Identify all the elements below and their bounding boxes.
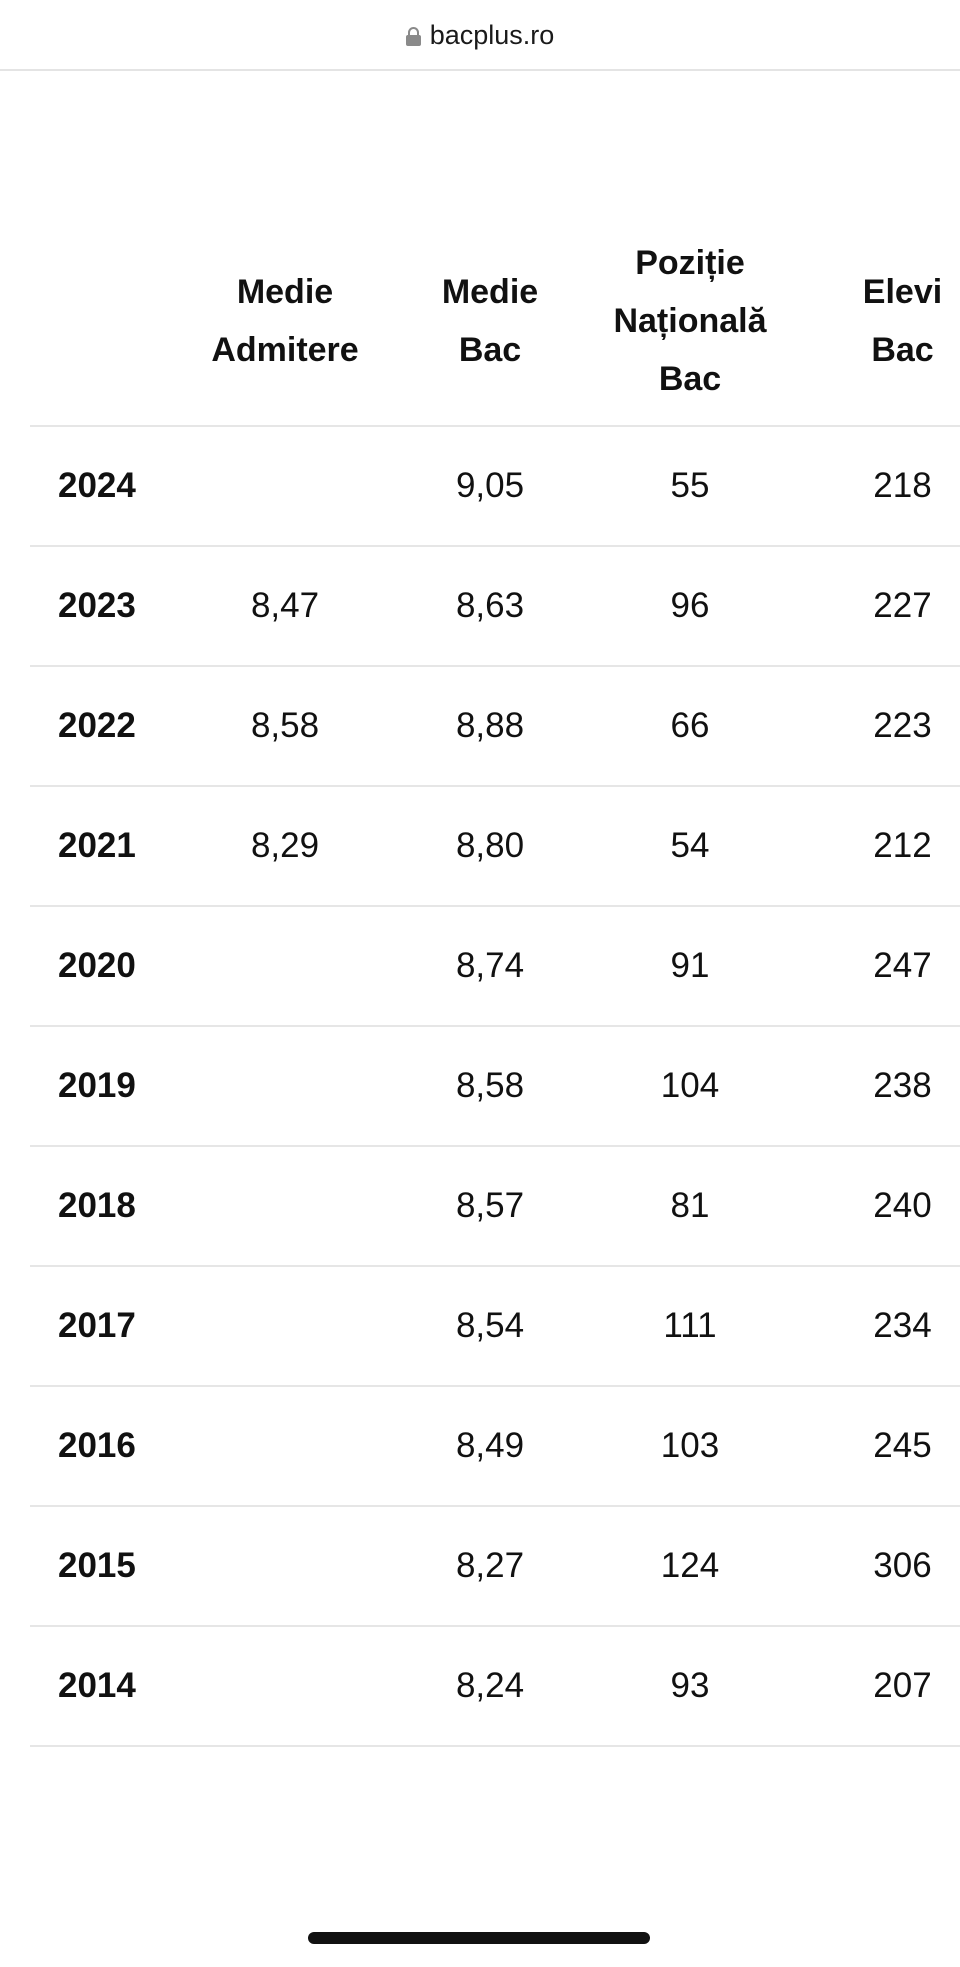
lock-icon: [405, 27, 421, 46]
table-row: 2022 8,58 8,88 66 223: [30, 667, 960, 787]
cell-elevi-bac: 212: [873, 826, 932, 865]
cell-medie-bac: 8,63: [455, 586, 525, 625]
cell-pozitie-nationala: 96: [670, 586, 710, 625]
table-body: 2024 9,05 55 218 2023 8,47 8,63 96 227 2022 8,58 8,…: [30, 427, 960, 1747]
cell-medie-bac: 8,24: [455, 1666, 525, 1705]
cell-medie-bac: 8,54: [455, 1306, 525, 1345]
cell-medie-admitere: [200, 1387, 370, 1505]
cell-elevi-bac: 218: [873, 466, 932, 505]
cell-medie-bac: 8,58: [455, 1066, 525, 1105]
cell-medie-admitere: [200, 1147, 370, 1265]
cell-elevi-bac: 245: [873, 1426, 932, 1465]
cell-medie-bac: 8,88: [455, 706, 525, 745]
cell-pozitie-nationala: 124: [660, 1546, 720, 1585]
table-row: 2016 8,49 103 245: [30, 1387, 960, 1507]
cell-year: 2015: [58, 1546, 136, 1585]
table-row: 2019 8,58 104 238: [30, 1027, 960, 1147]
cell-elevi-bac: 223: [873, 706, 932, 745]
table-header-row: Medie Admitere Medie Bac Poziție Naționa…: [30, 218, 960, 427]
cell-year: 2014: [58, 1666, 136, 1705]
cell-medie-bac: 8,57: [455, 1186, 525, 1225]
table-row: 2021 8,29 8,80 54 212: [30, 787, 960, 907]
cell-elevi-bac: 238: [873, 1066, 932, 1105]
header-elevi-bac: Elevi Bac: [862, 272, 943, 369]
cell-elevi-bac: 240: [873, 1186, 932, 1225]
cell-medie-bac: 8,49: [455, 1426, 525, 1465]
cell-medie-bac: 9,05: [455, 466, 525, 505]
cell-pozitie-nationala: 54: [670, 826, 710, 865]
table-row: 2020 8,74 91 247: [30, 907, 960, 1027]
cell-pozitie-nationala: 66: [670, 706, 710, 745]
cell-medie-admitere: [200, 427, 370, 545]
cell-year: 2022: [58, 706, 136, 745]
cell-elevi-bac: 234: [873, 1306, 932, 1345]
cell-year: 2018: [58, 1186, 136, 1225]
cell-elevi-bac: 247: [873, 946, 932, 985]
results-table: Medie Admitere Medie Bac Poziție Naționa…: [30, 218, 960, 1747]
cell-pozitie-nationala: 93: [670, 1666, 710, 1705]
cell-pozitie-nationala: 91: [670, 946, 710, 985]
cell-pozitie-nationala: 103: [660, 1426, 720, 1465]
url-text: bacplus.ro: [429, 20, 555, 50]
table-row: 2014 8,24 93 207: [30, 1627, 960, 1747]
cell-medie-admitere: [200, 1507, 370, 1625]
cell-elevi-bac: 207: [873, 1666, 932, 1705]
cell-year: 2024: [58, 466, 136, 505]
cell-medie-admitere: [200, 907, 370, 1025]
cell-medie-bac: 8,74: [455, 946, 525, 985]
cell-medie-bac: 8,27: [455, 1546, 525, 1585]
cell-medie-admitere: 8,58: [250, 706, 320, 745]
table-row: 2015 8,27 124 306: [30, 1507, 960, 1627]
table-row: 2018 8,57 81 240: [30, 1147, 960, 1267]
cell-elevi-bac: 306: [873, 1546, 932, 1585]
header-medie-admitere: Medie Admitere: [211, 272, 359, 369]
cell-elevi-bac: 227: [873, 586, 932, 625]
cell-medie-admitere: [200, 1267, 370, 1385]
cell-year: 2019: [58, 1066, 136, 1105]
address-display[interactable]: bacplus.ro: [0, 18, 960, 52]
cell-year: 2023: [58, 586, 136, 625]
cell-pozitie-nationala: 81: [670, 1186, 710, 1225]
cell-year: 2020: [58, 946, 136, 985]
header-medie-bac: Medie Bac: [441, 272, 539, 369]
cell-pozitie-nationala: 111: [663, 1306, 717, 1345]
address-bar[interactable]: bacplus.ro: [0, 0, 960, 71]
cell-year: 2021: [58, 826, 136, 865]
header-pozitie-nationala-bac: Poziție Națională Bac: [613, 243, 767, 398]
table-row: 2017 8,54 111 234: [30, 1267, 960, 1387]
cell-pozitie-nationala: 104: [660, 1066, 720, 1105]
table-row: 2024 9,05 55 218: [30, 427, 960, 547]
cell-medie-admitere: [200, 1627, 370, 1745]
cell-medie-admitere: [200, 1027, 370, 1145]
cell-medie-admitere: 8,29: [250, 826, 320, 865]
cell-year: 2017: [58, 1306, 136, 1345]
table-row: 2023 8,47 8,63 96 227: [30, 547, 960, 667]
cell-year: 2016: [58, 1426, 136, 1465]
cell-medie-bac: 8,80: [455, 826, 525, 865]
cell-medie-admitere: 8,47: [250, 586, 320, 625]
cell-pozitie-nationala: 55: [670, 466, 710, 505]
home-indicator[interactable]: [308, 1932, 650, 1944]
